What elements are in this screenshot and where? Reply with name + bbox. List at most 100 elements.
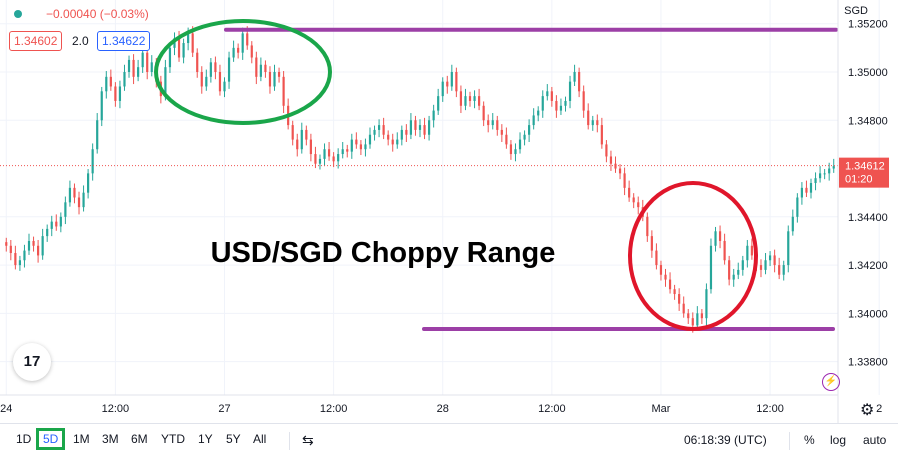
candle-body[interactable]	[268, 71, 272, 87]
range-1d-button[interactable]: 1D	[16, 432, 32, 446]
candle-body[interactable]	[368, 134, 372, 145]
candle-body[interactable]	[387, 134, 390, 140]
range-5y-button[interactable]: 5Y	[226, 432, 241, 446]
candle-body[interactable]	[259, 64, 262, 77]
candle-body[interactable]	[587, 110, 590, 126]
candle-body[interactable]	[473, 96, 476, 101]
candle-body[interactable]	[182, 43, 185, 58]
candle-body[interactable]	[9, 245, 12, 254]
candle-body[interactable]	[687, 313, 690, 319]
candle-body[interactable]	[232, 47, 235, 58]
candle-body[interactable]	[391, 139, 394, 145]
candle-body[interactable]	[50, 221, 53, 229]
candle-body[interactable]	[409, 120, 413, 135]
candle-body[interactable]	[609, 156, 613, 164]
candle-body[interactable]	[250, 45, 253, 58]
green-ellipse-annotation[interactable]	[154, 19, 332, 125]
candle-body[interactable]	[432, 110, 435, 121]
candle-body[interactable]	[787, 231, 790, 266]
candle-body[interactable]	[168, 47, 172, 68]
candle-body[interactable]	[27, 240, 31, 251]
candle-body[interactable]	[791, 216, 794, 232]
candle-body[interactable]	[737, 269, 740, 275]
candle-body[interactable]	[68, 187, 72, 203]
candle-body[interactable]	[796, 197, 799, 217]
candle-body[interactable]	[678, 294, 681, 304]
candle-body[interactable]	[114, 86, 117, 101]
candle-body[interactable]	[637, 202, 640, 208]
candle-body[interactable]	[291, 125, 294, 140]
candle-body[interactable]	[59, 216, 62, 227]
candle-body[interactable]	[364, 144, 367, 150]
candle-body[interactable]	[196, 52, 199, 72]
candle-body[interactable]	[355, 139, 358, 145]
candle-body[interactable]	[173, 38, 176, 48]
candle-body[interactable]	[773, 255, 776, 266]
candle-body[interactable]	[105, 76, 108, 92]
candle-body[interactable]	[446, 81, 449, 87]
candle-body[interactable]	[341, 149, 344, 155]
percent-toggle[interactable]: %	[804, 433, 815, 447]
candle-body[interactable]	[300, 129, 303, 150]
range-5d-button[interactable]: 5D	[35, 428, 66, 450]
candle-body[interactable]	[537, 110, 540, 116]
candle-body[interactable]	[528, 125, 531, 135]
candle-body[interactable]	[718, 231, 722, 241]
candle-body[interactable]	[818, 173, 822, 179]
candle-body[interactable]	[805, 187, 808, 193]
candle-body[interactable]	[423, 125, 426, 135]
candle-body[interactable]	[282, 76, 285, 106]
candle-body[interactable]	[746, 245, 749, 261]
candle-body[interactable]	[327, 149, 331, 157]
candle-body[interactable]	[18, 260, 22, 266]
candle-body[interactable]	[578, 71, 581, 92]
candle-body[interactable]	[350, 139, 353, 152]
candle-body[interactable]	[55, 221, 58, 227]
candle-body[interactable]	[459, 91, 463, 106]
candle-body[interactable]	[377, 125, 381, 130]
candle-body[interactable]	[741, 260, 744, 270]
candle-body[interactable]	[205, 76, 208, 87]
candle-body[interactable]	[509, 144, 513, 155]
candle-body[interactable]	[664, 274, 667, 280]
candle-body[interactable]	[505, 134, 508, 145]
candle-body[interactable]	[532, 115, 535, 126]
range-all-button[interactable]: All	[253, 432, 267, 446]
candle-body[interactable]	[277, 71, 281, 77]
candle-body[interactable]	[87, 173, 90, 193]
candle-body[interactable]	[523, 134, 526, 140]
candle-body[interactable]	[273, 71, 276, 87]
candle-body[interactable]	[14, 253, 17, 266]
candle-body[interactable]	[396, 139, 399, 145]
candle-body[interactable]	[700, 313, 703, 319]
candle-body[interactable]	[750, 245, 753, 256]
candle-body[interactable]	[828, 168, 831, 174]
candle-body[interactable]	[778, 265, 781, 275]
candle-body[interactable]	[823, 173, 826, 175]
range-6m-button[interactable]: 6M	[131, 432, 148, 446]
candle-body[interactable]	[482, 105, 485, 121]
candle-body[interactable]	[118, 86, 122, 101]
candle-body[interactable]	[573, 71, 576, 82]
log-toggle[interactable]: log	[830, 433, 847, 447]
candle-body[interactable]	[500, 129, 503, 135]
candle-body[interactable]	[550, 91, 553, 101]
candle-body[interactable]	[832, 166, 835, 169]
candle-body[interactable]	[359, 144, 362, 150]
candle-body[interactable]	[127, 59, 131, 72]
candle-body[interactable]	[696, 313, 699, 326]
candle-body[interactable]	[600, 125, 603, 145]
candle-body[interactable]	[141, 52, 144, 68]
gear-icon[interactable]: ⚙	[860, 402, 875, 419]
range-ytd-button[interactable]: YTD	[161, 432, 185, 446]
candle-body[interactable]	[296, 139, 299, 150]
candle-body[interactable]	[200, 71, 203, 87]
candle-body[interactable]	[150, 62, 153, 72]
candle-body[interactable]	[346, 149, 349, 152]
candle-body[interactable]	[809, 183, 813, 193]
candle-body[interactable]	[91, 149, 94, 174]
candle-body[interactable]	[36, 245, 40, 256]
candle-body[interactable]	[646, 216, 649, 237]
candle-body[interactable]	[41, 236, 44, 256]
